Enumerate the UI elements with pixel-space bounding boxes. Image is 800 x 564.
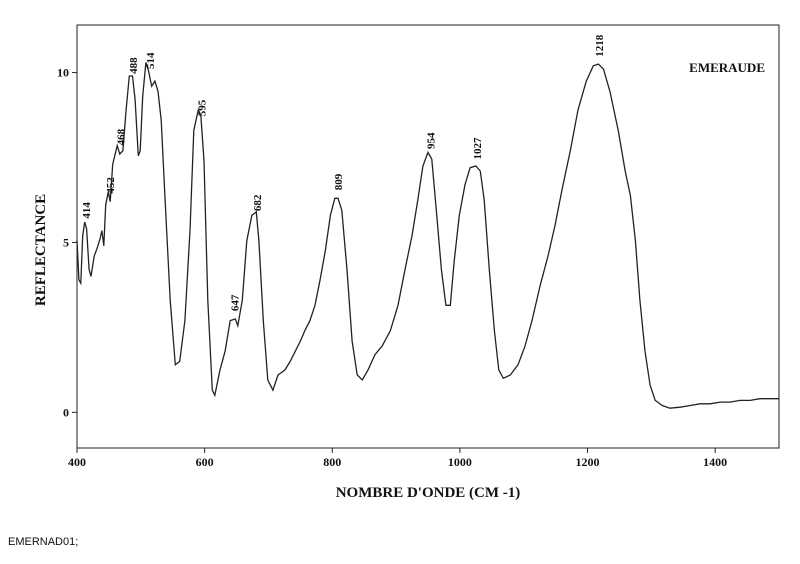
- peak-label: 647: [230, 294, 242, 311]
- peak-label: 954: [426, 132, 438, 149]
- y-tick-label: 0: [63, 405, 69, 419]
- sample-name: EMERAUDE: [689, 60, 765, 75]
- peak-label: 414: [81, 202, 93, 219]
- peak-label: 809: [333, 173, 345, 190]
- y-axis-label: REFLECTANCE: [33, 194, 49, 306]
- x-tick-label: 1400: [703, 455, 727, 469]
- peak-label: 468: [115, 128, 127, 145]
- peak-label: 682: [252, 194, 264, 211]
- x-tick-label: 600: [196, 455, 214, 469]
- x-tick-label: 800: [323, 455, 341, 469]
- peak-label: 514: [145, 52, 157, 69]
- x-tick-label: 400: [68, 455, 86, 469]
- file-name: EMERNAD01;: [8, 536, 78, 548]
- spectrum-line: [76, 62, 779, 409]
- peak-label: 488: [128, 57, 140, 74]
- y-tick-label: 10: [57, 66, 69, 80]
- peak-label: 1218: [594, 34, 606, 57]
- x-tick-label: 1200: [576, 455, 600, 469]
- peak-label: 1027: [472, 137, 484, 160]
- x-tick-label: 1000: [448, 455, 472, 469]
- peak-label: 595: [196, 99, 208, 116]
- x-axis-label: NOMBRE D'ONDE (CM -1): [336, 485, 521, 501]
- plot-frame: [76, 24, 780, 449]
- y-tick-label: 5: [63, 235, 69, 249]
- peak-label: 452: [105, 177, 117, 194]
